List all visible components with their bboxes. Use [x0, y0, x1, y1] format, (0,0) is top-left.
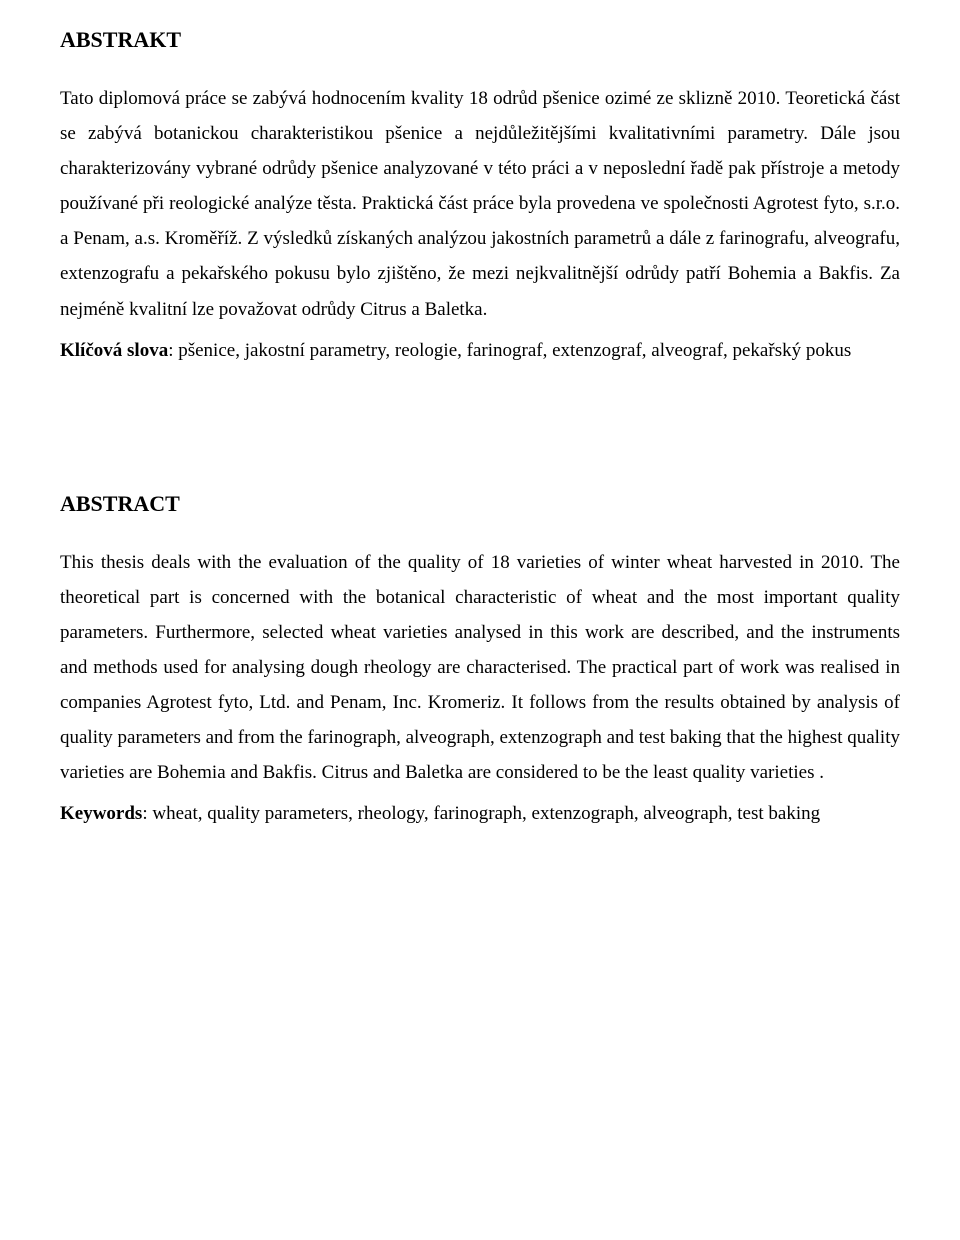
keywords-cz-text: pšenice, jakostní parametry, reologie, f…: [178, 340, 851, 361]
abstract-en-body: This thesis deals with the evaluation of…: [60, 545, 900, 791]
keywords-en-text: wheat, quality parameters, rheology, far…: [152, 803, 820, 824]
keywords-en-line: Keywords: wheat, quality parameters, rhe…: [60, 796, 900, 831]
keywords-en-sep: :: [142, 803, 152, 824]
keywords-cz-label: Klíčová slova: [60, 340, 168, 361]
section-gap: [60, 374, 900, 484]
keywords-cz-line: Klíčová slova: pšenice, jakostní paramet…: [60, 333, 900, 368]
abstract-cz-heading: ABSTRAKT: [60, 20, 900, 61]
abstract-en-heading: ABSTRACT: [60, 484, 900, 525]
document-page: ABSTRAKT Tato diplomová práce se zabývá …: [0, 0, 960, 1240]
abstract-cz-body: Tato diplomová práce se zabývá hodnocení…: [60, 81, 900, 327]
keywords-en-label: Keywords: [60, 803, 142, 824]
keywords-cz-sep: :: [168, 340, 178, 361]
